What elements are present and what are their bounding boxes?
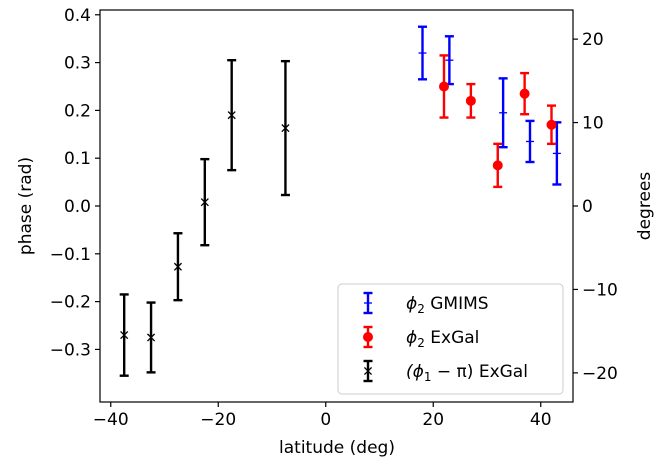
legend-label-subscript: 1	[424, 370, 432, 384]
legend-label-mid: − π)	[432, 362, 474, 382]
x-tick-label: 0	[320, 410, 331, 430]
x-tick-label: 20	[422, 410, 444, 430]
data-point	[146, 301, 156, 374]
legend-marker	[363, 366, 373, 376]
legend-label: ϕ2 GMIMS	[406, 294, 489, 316]
data-point	[173, 232, 183, 302]
y-tick-label: 0.2	[64, 101, 91, 121]
data-point	[525, 119, 535, 164]
point-marker	[227, 111, 236, 120]
data-point	[546, 104, 557, 146]
point-marker	[439, 81, 449, 92]
legend-label-name: GMIMS	[425, 294, 489, 314]
legend-label-prefix: ϕ	[406, 294, 417, 314]
point-marker	[546, 119, 557, 130]
y2-tick-label: 10	[582, 114, 604, 134]
y-tick-label: 0.1	[64, 149, 91, 169]
x-marker-stroke	[173, 262, 182, 271]
legend-entry: (ϕ1 − π) ExGal	[363, 359, 528, 384]
y-tick-label: −0.1	[50, 245, 91, 265]
legend-entry: ϕ2 ExGal	[363, 325, 479, 350]
data-point	[119, 293, 129, 377]
legend-label: (ϕ1 − π) ExGal	[406, 362, 528, 384]
x-axis-label: latitude (deg)	[279, 438, 395, 458]
legend-label-subscript: 2	[417, 302, 425, 316]
point-marker	[120, 331, 129, 340]
legend-label-subscript: 2	[417, 336, 425, 350]
y2-tick-label: −20	[582, 364, 618, 384]
legend-entry: ϕ2 GMIMS	[363, 291, 489, 316]
point-marker	[200, 198, 209, 207]
legend-label-name: ExGal	[425, 328, 480, 348]
legend-marker	[363, 332, 373, 342]
y2-tick-label: 0	[582, 197, 593, 217]
y-tick-label: 0.4	[64, 6, 91, 26]
series-2	[119, 58, 290, 377]
data-point	[444, 35, 454, 86]
data-point	[418, 25, 427, 81]
y2-axis-label: degrees	[635, 172, 655, 241]
x-tick-label: 40	[530, 410, 552, 430]
legend-label-name: ExGal	[473, 362, 528, 382]
y-tick-label: 0.3	[64, 54, 91, 74]
data-point	[498, 77, 508, 149]
data-point	[492, 142, 503, 189]
point-marker	[492, 160, 503, 171]
series-1	[439, 54, 557, 189]
legend-label-prefix: (ϕ	[406, 362, 424, 382]
y-tick-label: −0.3	[50, 340, 91, 360]
x-marker-stroke	[200, 198, 209, 207]
legend-box	[337, 283, 564, 395]
point-marker	[519, 88, 530, 99]
data-point	[552, 121, 562, 186]
x-marker-stroke	[363, 366, 373, 376]
series-0	[418, 25, 562, 186]
y-tick-label: −0.2	[50, 293, 91, 313]
data-point	[439, 54, 449, 119]
legend-label: ϕ2 ExGal	[406, 328, 479, 350]
x-marker-stroke	[120, 331, 129, 340]
x-marker-stroke	[281, 124, 290, 133]
point-marker	[465, 95, 476, 106]
data-point	[200, 157, 210, 247]
data-point	[280, 59, 290, 197]
y-axis-label: phase (rad)	[16, 157, 36, 255]
y2-tick-label: −10	[582, 280, 618, 300]
data-point	[519, 71, 530, 116]
y2-tick-label: 20	[582, 30, 604, 50]
point-marker	[173, 262, 182, 271]
y-tick-label: 0.0	[64, 197, 91, 217]
x-marker-stroke	[227, 111, 236, 120]
data-point	[465, 82, 476, 119]
point-marker	[147, 333, 156, 342]
data-point	[227, 58, 237, 172]
legend-label-prefix: ϕ	[406, 328, 417, 348]
x-marker-stroke	[147, 333, 156, 342]
x-tick-label: −20	[200, 410, 236, 430]
x-tick-label: −40	[93, 410, 129, 430]
point-marker	[281, 124, 290, 133]
